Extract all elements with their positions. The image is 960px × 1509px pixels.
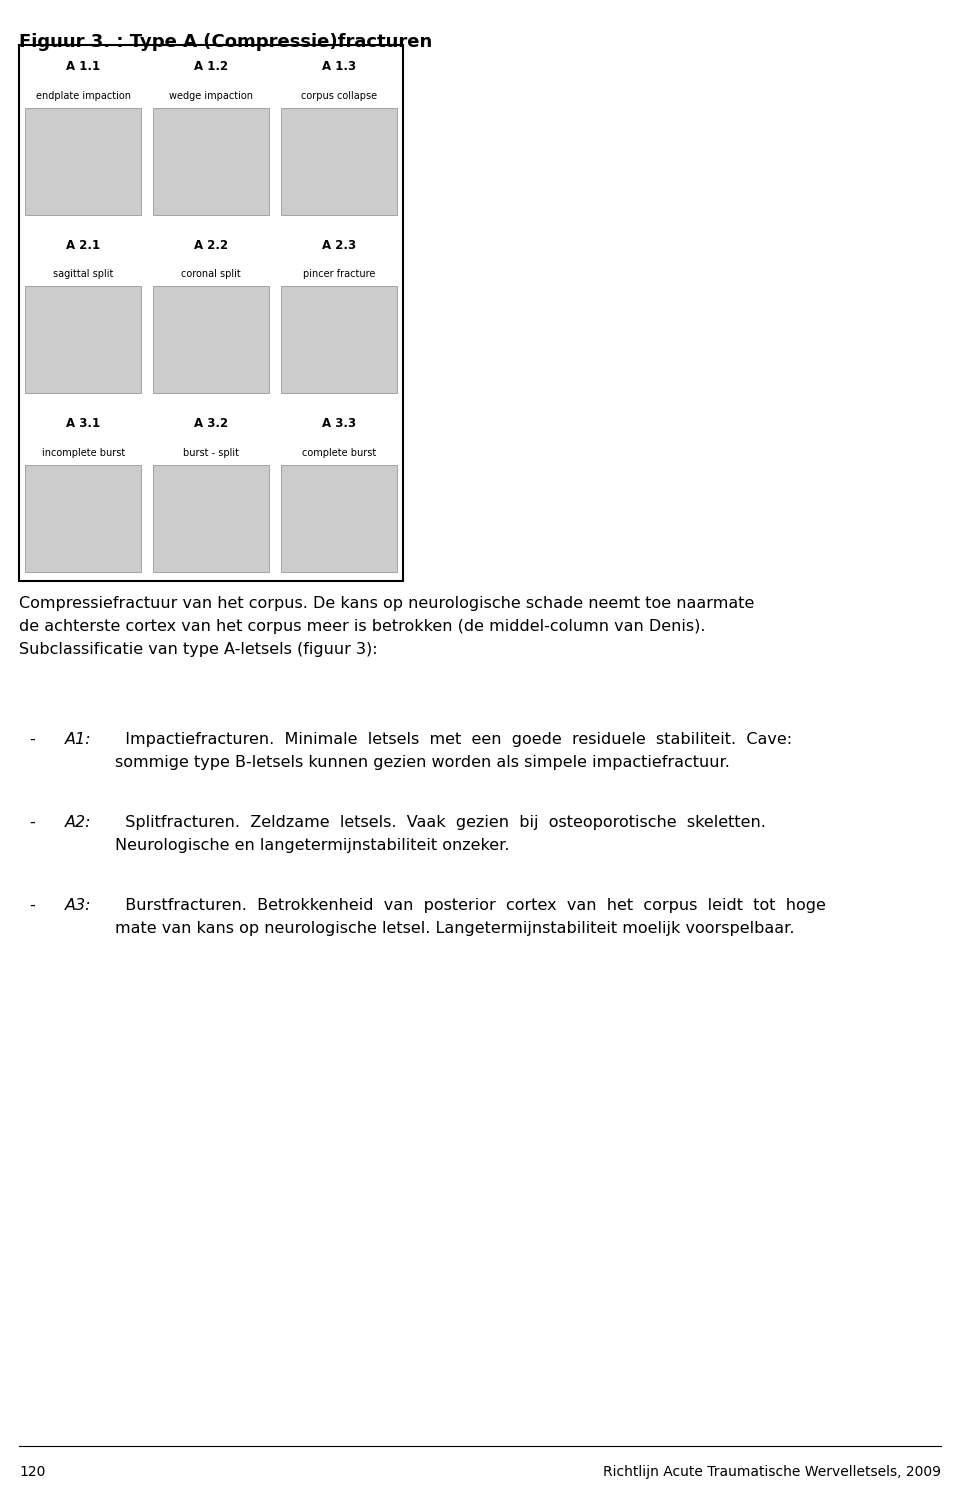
- Text: burst - split: burst - split: [183, 448, 239, 457]
- Text: corpus collapse: corpus collapse: [301, 91, 377, 101]
- Text: Burstfracturen.  Betrokkenheid  van  posterior  cortex  van  het  corpus  leidt : Burstfracturen. Betrokkenheid van poster…: [115, 898, 826, 936]
- Bar: [281, 107, 397, 214]
- Bar: [153, 287, 270, 394]
- Text: Compressiefractuur van het corpus. De kans op neurologische schade neemt toe naa: Compressiefractuur van het corpus. De ka…: [19, 596, 755, 656]
- Text: sagittal split: sagittal split: [53, 269, 113, 279]
- Text: A 1.1: A 1.1: [66, 60, 100, 74]
- Bar: [25, 107, 141, 214]
- Text: A2:: A2:: [65, 815, 92, 830]
- Text: Figuur 3. : Type A (Compressie)fracturen: Figuur 3. : Type A (Compressie)fracturen: [19, 33, 432, 51]
- Text: complete burst: complete burst: [302, 448, 376, 457]
- Text: 120: 120: [19, 1465, 45, 1479]
- Text: coronal split: coronal split: [181, 269, 241, 279]
- Text: A 3.1: A 3.1: [66, 418, 100, 430]
- Text: Richtlijn Acute Traumatische Wervelletsels, 2009: Richtlijn Acute Traumatische Wervelletse…: [603, 1465, 941, 1479]
- Text: A 3.3: A 3.3: [323, 418, 356, 430]
- Text: A 3.2: A 3.2: [194, 418, 228, 430]
- Text: -: -: [29, 815, 35, 830]
- Text: A1:: A1:: [65, 732, 92, 747]
- Text: pincer fracture: pincer fracture: [303, 269, 375, 279]
- Text: -: -: [29, 898, 35, 913]
- Bar: [25, 287, 141, 394]
- Text: wedge impaction: wedge impaction: [169, 91, 253, 101]
- Text: A 1.3: A 1.3: [323, 60, 356, 74]
- Bar: [19, 45, 403, 581]
- Text: Splitfracturen.  Zeldzame  letsels.  Vaak  gezien  bij  osteoporotische  skelett: Splitfracturen. Zeldzame letsels. Vaak g…: [115, 815, 766, 853]
- Bar: [153, 465, 270, 572]
- Text: Impactiefracturen.  Minimale  letsels  met  een  goede  residuele  stabiliteit. : Impactiefracturen. Minimale letsels met …: [115, 732, 792, 770]
- Bar: [25, 465, 141, 572]
- Bar: [153, 107, 270, 214]
- Text: A3:: A3:: [65, 898, 92, 913]
- Text: A 2.1: A 2.1: [66, 238, 100, 252]
- Text: -: -: [29, 732, 35, 747]
- Text: A 2.2: A 2.2: [194, 238, 228, 252]
- Bar: [281, 465, 397, 572]
- Text: A 2.3: A 2.3: [323, 238, 356, 252]
- Text: endplate impaction: endplate impaction: [36, 91, 131, 101]
- Text: A 1.2: A 1.2: [194, 60, 228, 74]
- Bar: [281, 287, 397, 394]
- Text: incomplete burst: incomplete burst: [41, 448, 125, 457]
